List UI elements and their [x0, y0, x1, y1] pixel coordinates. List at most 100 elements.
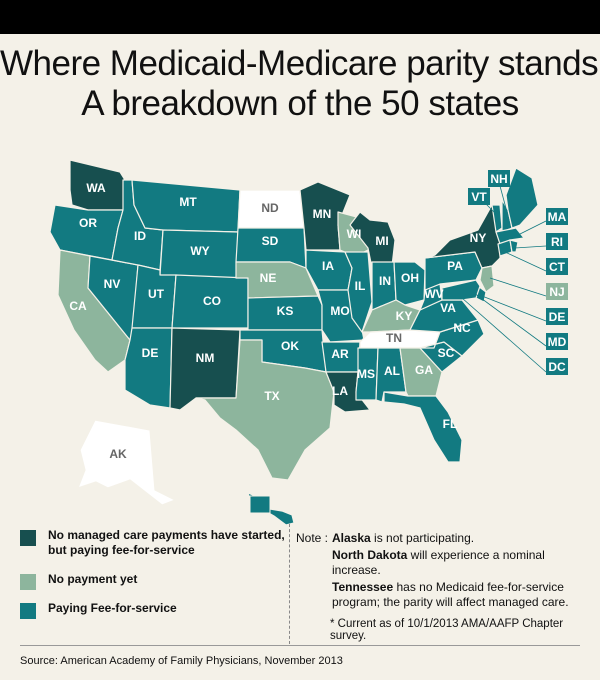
note-tennessee-text: has no Medicaid fee-for-service program;… [332, 580, 569, 609]
note-alaska: Alaska is not participating. [332, 531, 594, 546]
callout-label-RI: RI [551, 235, 563, 249]
state-NY [424, 204, 501, 269]
state-AK [77, 419, 176, 506]
state-FL [383, 391, 463, 463]
leader-CT [504, 251, 547, 272]
callout-label-DC: DC [548, 360, 566, 374]
callout-box-MD [546, 333, 568, 350]
legend-item-teal: Paying Fee-for-service [20, 601, 290, 619]
note-tennessee: Tennessee has no Medicaid fee-for-servic… [332, 580, 594, 610]
leader-VT [485, 203, 498, 216]
state-label-FL: FL [443, 417, 458, 431]
callout-box-MA [546, 208, 568, 225]
title-line-2: A breakdown of the 50 states [81, 84, 519, 123]
state-label-OK: OK [281, 339, 299, 353]
state-label-MN: MN [313, 207, 332, 221]
state-label-LA: LA [332, 384, 348, 398]
state-label-MO: MO [330, 304, 349, 318]
note-alaska-state: Alaska [332, 531, 371, 545]
callout-box-NJ [546, 283, 568, 300]
callout-label-DE: DE [549, 310, 566, 324]
state-IL [344, 251, 373, 333]
callout-box-DE [546, 308, 568, 325]
leader-DC [461, 297, 547, 373]
callout-label-NJ: NJ [549, 285, 564, 299]
state-label-MI: MI [375, 234, 388, 248]
state-NJ [479, 265, 495, 293]
state-label-OH: OH [401, 271, 419, 285]
leader-RI [514, 245, 547, 249]
page-title: Where Medicaid-Medicare parity stands: A… [0, 44, 600, 124]
notes-body: Alaska is not participating. North Dakot… [332, 531, 594, 612]
state-RI [509, 239, 519, 253]
source-rule [20, 645, 580, 646]
note-north-dakota: North Dakota will experience a nominal i… [332, 548, 594, 578]
notes-label: Note : [296, 531, 329, 545]
legend-label-light: No payment yet [48, 572, 138, 586]
state-label-MS: MS [357, 367, 375, 381]
leader-NH [499, 185, 508, 213]
state-label-NY: NY [470, 231, 487, 245]
callout-box-RI [546, 233, 568, 250]
note-alaska-text: is not participating. [370, 531, 475, 545]
state-label-NC: NC [453, 321, 471, 335]
state-label-NM: NM [196, 351, 215, 365]
state-AZ [124, 327, 173, 409]
source-credit: Source: American Academy of Family Physi… [20, 655, 343, 667]
state-label-TN: TN [386, 331, 402, 345]
state-label-MT: MT [179, 195, 197, 209]
legend-divider [289, 524, 290, 644]
callout-label-VT: VT [471, 190, 487, 204]
state-label-GA: GA [415, 363, 433, 377]
callout-box-CT [546, 258, 568, 275]
callout-box-NH [488, 170, 510, 187]
legend-swatch-light [20, 574, 36, 590]
state-label-SC: SC [438, 346, 455, 360]
title-line-1: Where Medicaid-Medicare parity stands: [0, 44, 600, 83]
callout-box-VT [468, 188, 490, 205]
legend-item-light: No payment yet [20, 572, 290, 590]
legend-label-dark-1: No managed care payments have started, [48, 528, 285, 542]
state-label-TX: TX [264, 389, 279, 403]
state-label-WV: WV [424, 287, 443, 301]
callout-label-MD: MD [548, 335, 567, 349]
callout-label-MA: MA [548, 210, 567, 224]
state-MA [495, 227, 525, 245]
state-label-AL: AL [384, 364, 400, 378]
state-label-NV: NV [104, 277, 121, 291]
hi-label-box [249, 495, 271, 514]
top-bar [0, 0, 600, 34]
callout-label-CT: CT [549, 260, 566, 274]
state-label-WY: WY [190, 244, 209, 258]
state-label-IA: IA [322, 259, 334, 273]
state-label-AR: AR [331, 347, 349, 361]
callout-box-DC [546, 358, 568, 375]
state-TX [195, 339, 335, 481]
state-label-UT: UT [148, 287, 165, 301]
state-label-ID: ID [134, 229, 146, 243]
state-label-CO: CO [203, 294, 221, 308]
legend: No managed care payments have started, b… [20, 528, 290, 630]
state-label-WA: WA [86, 181, 106, 195]
legend-label-teal: Paying Fee-for-service [48, 601, 177, 615]
leader-MA [515, 220, 547, 237]
note-tennessee-state: Tennessee [332, 580, 394, 594]
legend-swatch-dark [20, 530, 36, 546]
note-north-dakota-text: will experience a nominal increase. [332, 548, 545, 577]
state-MD [441, 279, 481, 301]
state-label-AK: AK [109, 447, 127, 461]
state-label-WI: WI [347, 227, 362, 241]
state-label-PA: PA [447, 259, 463, 273]
state-ME [505, 167, 539, 229]
state-label-KY: KY [396, 309, 413, 323]
state-label-IN: IN [379, 274, 391, 288]
state-label-IL: IL [355, 279, 366, 293]
state-label-VA: VA [440, 301, 456, 315]
state-label-OR: OR [79, 216, 97, 230]
callout-label-NH: NH [490, 172, 507, 186]
state-label-AZ: DE [142, 346, 159, 360]
leader-NJ [489, 277, 547, 297]
leader-DE [481, 295, 547, 322]
state-label-SD: SD [262, 234, 279, 248]
